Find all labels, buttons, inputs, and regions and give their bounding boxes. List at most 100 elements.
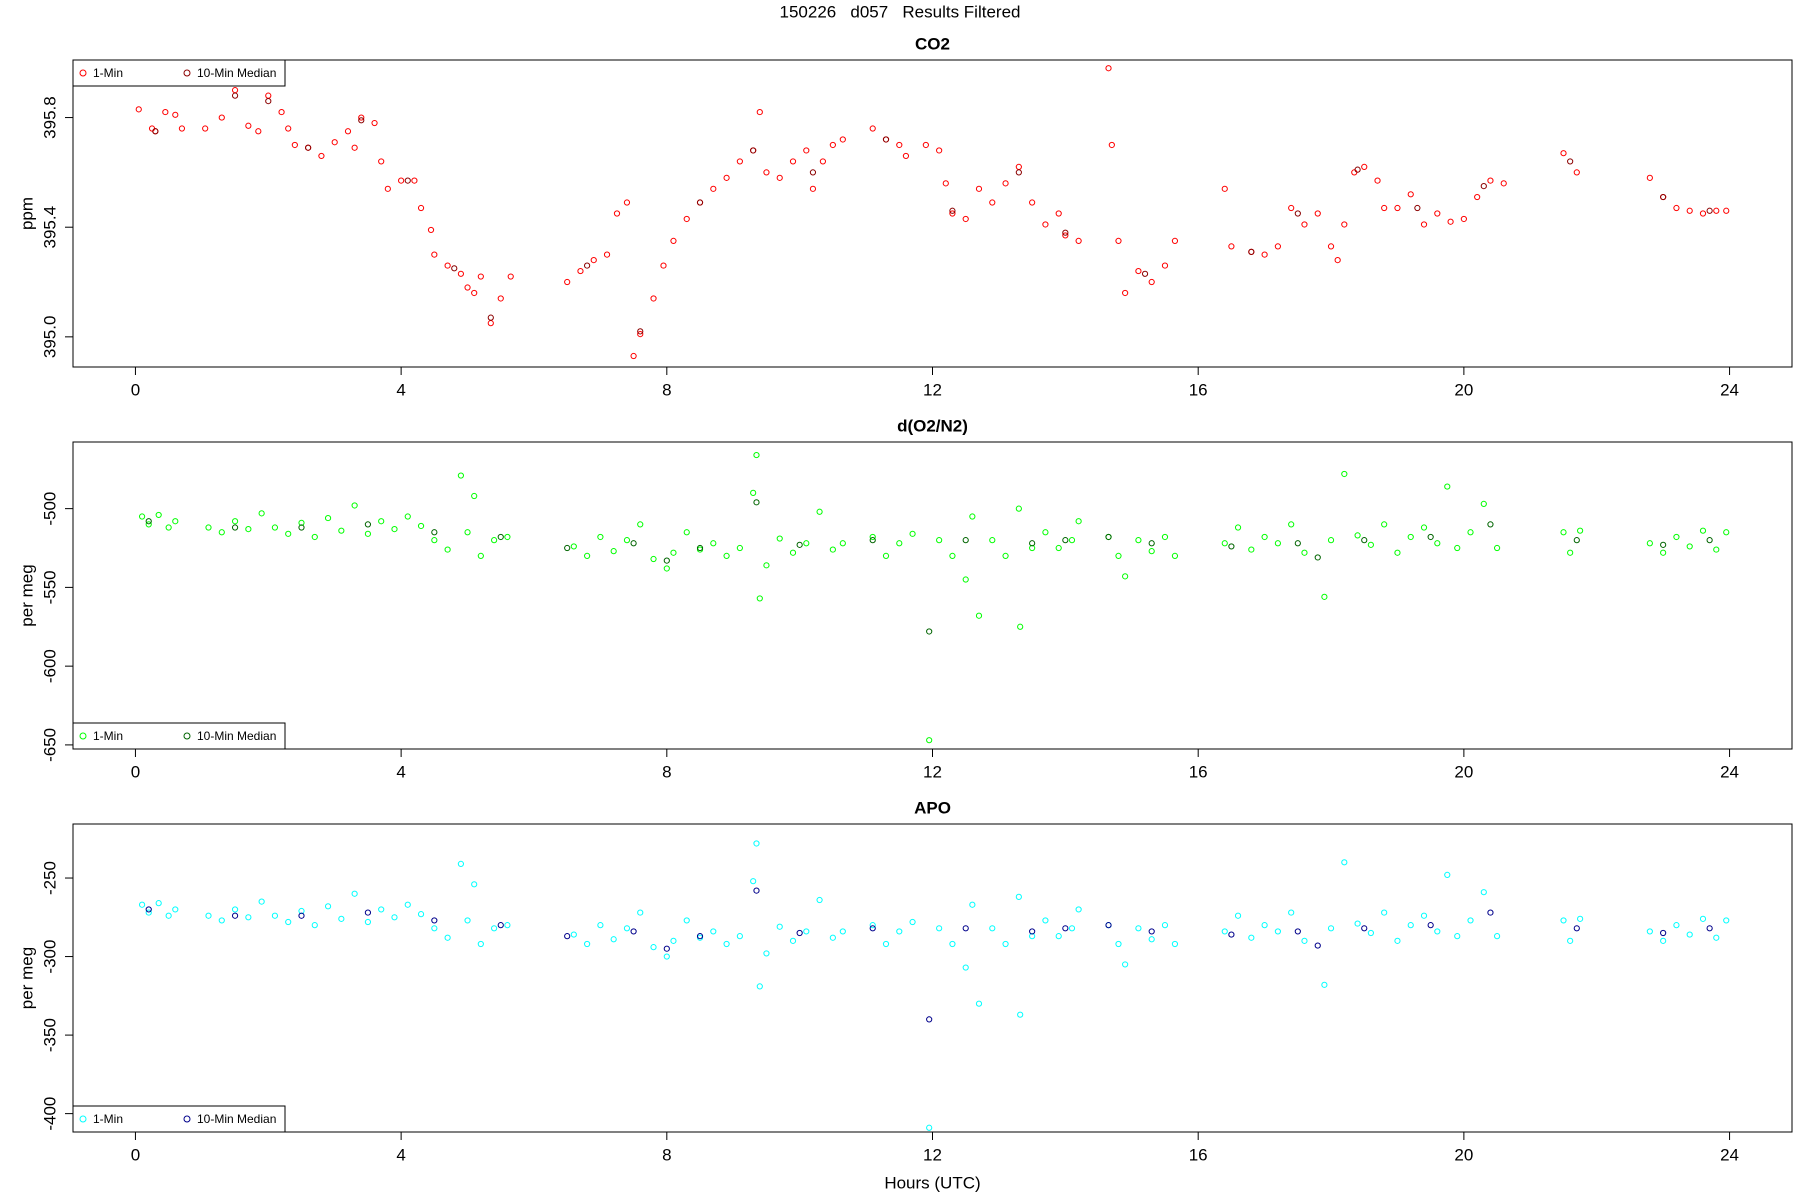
point bbox=[1723, 917, 1730, 924]
point bbox=[584, 552, 591, 559]
point bbox=[298, 524, 305, 531]
point bbox=[457, 472, 465, 479]
y-tick-label: -300 bbox=[40, 940, 59, 974]
point bbox=[1407, 533, 1414, 541]
point bbox=[1017, 623, 1024, 630]
point bbox=[829, 546, 836, 553]
point bbox=[1327, 925, 1335, 932]
point bbox=[351, 502, 358, 509]
point bbox=[1294, 540, 1301, 547]
point bbox=[1062, 232, 1069, 239]
point bbox=[1673, 204, 1680, 212]
point bbox=[882, 552, 890, 559]
point bbox=[411, 177, 418, 184]
point bbox=[351, 890, 358, 897]
point bbox=[1015, 505, 1022, 512]
point bbox=[839, 928, 846, 935]
point bbox=[245, 122, 252, 129]
point bbox=[962, 215, 969, 223]
point bbox=[1567, 549, 1574, 556]
point bbox=[613, 210, 621, 217]
point bbox=[1055, 933, 1062, 940]
point bbox=[1294, 928, 1301, 935]
point bbox=[1480, 500, 1487, 508]
point bbox=[819, 158, 827, 165]
point bbox=[1148, 540, 1155, 547]
point bbox=[1274, 928, 1281, 935]
point bbox=[155, 511, 162, 519]
point bbox=[969, 901, 976, 908]
x-tick-label: 4 bbox=[396, 380, 405, 399]
point bbox=[417, 911, 425, 918]
x-tick-label: 12 bbox=[923, 1145, 942, 1164]
point bbox=[1171, 940, 1179, 948]
point bbox=[796, 929, 803, 937]
point bbox=[1015, 169, 1022, 176]
point bbox=[570, 543, 577, 550]
point bbox=[1115, 237, 1122, 245]
point bbox=[584, 940, 591, 948]
point bbox=[1474, 193, 1481, 201]
panel-title: d(O2/N2) bbox=[897, 416, 968, 435]
point bbox=[1015, 163, 1022, 171]
point bbox=[1062, 229, 1069, 236]
point bbox=[753, 499, 760, 506]
point bbox=[1321, 593, 1328, 600]
point bbox=[989, 925, 996, 932]
point bbox=[1394, 549, 1401, 556]
point bbox=[1394, 937, 1401, 944]
point bbox=[1105, 65, 1112, 72]
legend-label: 10-Min Median bbox=[197, 729, 276, 743]
point bbox=[344, 128, 352, 135]
point bbox=[364, 521, 372, 528]
point bbox=[1673, 533, 1680, 541]
x-tick-label: 12 bbox=[923, 762, 942, 781]
point bbox=[324, 903, 332, 910]
point bbox=[1062, 925, 1069, 932]
point bbox=[1723, 207, 1730, 214]
plot-frame bbox=[72, 823, 1793, 1133]
point bbox=[391, 526, 398, 533]
point bbox=[1713, 934, 1720, 941]
legend: 1-Min 10-Min Median bbox=[72, 1105, 286, 1133]
point bbox=[1015, 893, 1022, 900]
point bbox=[165, 912, 172, 919]
point bbox=[1723, 529, 1730, 536]
point bbox=[331, 139, 338, 146]
point bbox=[1161, 533, 1169, 541]
point bbox=[1261, 922, 1268, 929]
point bbox=[1573, 925, 1580, 932]
point bbox=[1108, 141, 1115, 149]
point bbox=[630, 352, 637, 360]
legend-label: 1-Min bbox=[93, 1112, 123, 1126]
point bbox=[205, 524, 212, 531]
point bbox=[1002, 940, 1009, 948]
point bbox=[736, 158, 743, 165]
point bbox=[285, 125, 292, 132]
point bbox=[975, 185, 983, 192]
x-axis-label: Hours (UTC) bbox=[884, 1173, 980, 1192]
panel: CO2 0 4 8 12 16 20 24 395.0 395.4 395.8 ppm 1-Min 10-… bbox=[17, 34, 1793, 399]
point bbox=[1361, 537, 1368, 544]
point bbox=[1706, 537, 1713, 544]
point bbox=[451, 265, 458, 272]
y-tick-label: -500 bbox=[40, 492, 59, 526]
point bbox=[1341, 221, 1348, 228]
point bbox=[1480, 889, 1487, 896]
point bbox=[803, 540, 810, 547]
point bbox=[975, 612, 983, 619]
y-tick-label: -600 bbox=[40, 649, 59, 683]
point bbox=[1221, 185, 1228, 192]
point bbox=[324, 514, 332, 522]
point bbox=[444, 262, 451, 269]
point bbox=[1660, 541, 1667, 548]
point bbox=[710, 185, 717, 192]
point bbox=[1017, 1011, 1024, 1018]
point bbox=[1500, 180, 1507, 187]
point bbox=[1493, 933, 1501, 940]
point bbox=[1487, 909, 1494, 916]
point bbox=[926, 1124, 933, 1131]
point bbox=[1261, 533, 1268, 541]
point bbox=[637, 328, 644, 335]
point bbox=[145, 909, 152, 916]
